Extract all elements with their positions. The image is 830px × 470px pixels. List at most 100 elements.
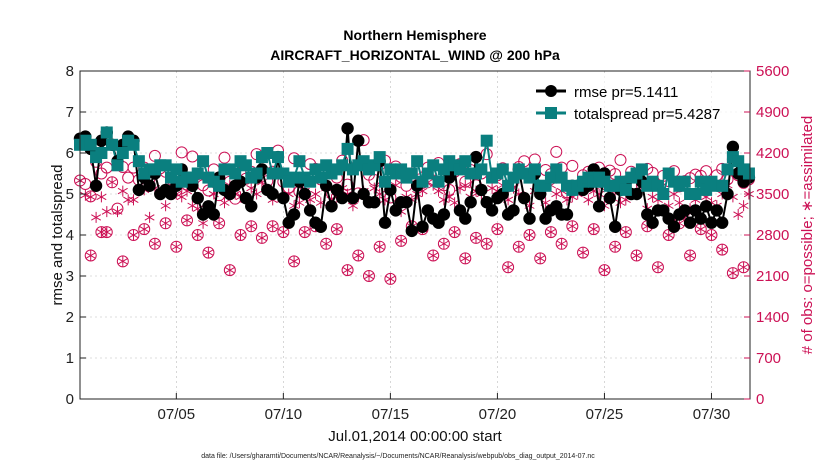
obs-assimilated-marker-stroke [256, 232, 267, 244]
obs-assimilated-marker-stroke [385, 273, 396, 285]
obs-assimilated-marker [85, 191, 96, 203]
rmse-marker [459, 212, 472, 225]
rmse-marker [646, 216, 659, 229]
obs-assimilated-marker [117, 185, 128, 197]
y-right-tick-label: 2100 [756, 268, 789, 285]
totalspread-marker [111, 159, 124, 172]
obs-assimilated-marker-stroke [663, 229, 674, 241]
rmse-marker [603, 191, 616, 205]
rmse-marker [437, 208, 451, 221]
obs-assimilated-marker [171, 241, 182, 253]
obs-assimilated-marker-stroke [85, 191, 96, 203]
y-left-tick-label: 5 [66, 186, 74, 203]
obs-assimilated-marker [428, 250, 439, 261]
obs-assimilated-marker [449, 226, 460, 238]
totalspread-marker [272, 151, 285, 164]
obs-assimilated-marker-stroke [299, 226, 310, 238]
chart-title-line1: Northern Hemisphere [343, 27, 486, 43]
obs-assimilated-marker-stroke [727, 267, 738, 279]
rmse-marker [143, 179, 156, 192]
obs-assimilated-marker-stroke [374, 241, 385, 253]
rmse-marker [464, 196, 477, 209]
obs-assimilated-marker-stroke [144, 211, 155, 223]
totalspread-marker [427, 159, 440, 172]
obs-assimilated-marker [583, 194, 594, 206]
totalspread-marker [288, 171, 301, 184]
totalspread-marker [528, 163, 541, 176]
obs-assimilated-marker [128, 229, 139, 241]
totalspread-marker [159, 159, 172, 172]
obs-assimilated-marker [663, 229, 674, 241]
rmse-marker [608, 220, 622, 233]
totalspread-marker [266, 167, 279, 180]
y-left-tick-label: 4 [66, 227, 74, 244]
obs-assimilated-marker-stroke [192, 229, 203, 241]
rmse-marker [266, 187, 279, 201]
obs-assimilated-marker-stroke [85, 250, 96, 261]
rmse-marker [694, 212, 707, 225]
rmse-marker [277, 191, 290, 205]
obs-assimilated-marker-stroke [278, 226, 289, 238]
obs-assimilated-marker-stroke [513, 241, 524, 253]
obs-assimilated-marker-stroke [112, 206, 123, 218]
obs-assimilated-marker [192, 229, 203, 241]
obs-assimilated-marker-stroke [449, 226, 460, 238]
legend-totalspread-label: totalspread pr=5.4287 [574, 106, 720, 123]
totalspread-marker [261, 147, 274, 159]
obs-assimilated-marker-stroke [101, 206, 112, 218]
obs-assimilated-marker-stroke [219, 197, 230, 209]
legend-totalspread-marker [545, 107, 557, 119]
rmse-marker [517, 191, 531, 205]
y-left-tick-label: 8 [66, 63, 74, 80]
totalspread-marker [405, 167, 418, 180]
obs-assimilated-marker-stroke [470, 232, 482, 244]
obs-assimilated-marker-stroke [524, 229, 535, 241]
x-tick-label: 07/30 [693, 406, 731, 423]
rmse-marker [475, 183, 488, 197]
obs-assimilated-marker-stroke [353, 250, 364, 261]
legend-rmse-label: rmse pr=5.1411 [574, 84, 678, 101]
obs-assimilated-marker [545, 226, 556, 238]
rmse-marker [207, 208, 220, 221]
obs-assimilated-marker-stroke [588, 223, 599, 235]
data-file-footnote: data file: /Users/gharamti/Documents/NCA… [201, 453, 595, 460]
obs-assimilated-marker [567, 220, 578, 232]
rmse-marker [507, 204, 520, 217]
obs-assimilated-marker [438, 238, 449, 250]
obs-assimilated-marker-stroke [492, 223, 503, 235]
obs-assimilated-marker [331, 223, 342, 235]
totalspread-marker [480, 134, 493, 147]
y-right-tick-label: 0 [756, 391, 764, 408]
obs-assimilated-marker-stroke [289, 255, 300, 267]
totalspread-marker [411, 155, 424, 168]
rmse-marker [405, 224, 418, 238]
x-tick-label: 07/10 [265, 406, 303, 423]
obs-assimilated-marker [176, 191, 187, 203]
obs-assimilated-marker-stroke [321, 238, 332, 250]
totalspread-marker [507, 171, 520, 184]
obs-assimilated-marker-stroke [556, 238, 567, 250]
rmse-marker [726, 140, 740, 154]
obs-assimilated-marker-stroke [460, 179, 471, 191]
obs-assimilated-marker [460, 179, 471, 191]
totalspread-marker [459, 155, 472, 168]
x-tick-label: 07/20 [479, 406, 517, 423]
totalspread-marker [95, 147, 108, 159]
obs-possible-marker [175, 146, 188, 159]
obs-assimilated-marker [107, 176, 118, 188]
obs-assimilated-marker-stroke [503, 261, 514, 273]
obs-assimilated-marker-stroke [438, 238, 449, 250]
totalspread-marker [336, 159, 349, 172]
obs-assimilated-marker [160, 200, 171, 212]
obs-assimilated-marker [96, 191, 107, 203]
obs-assimilated-marker-stroke [674, 197, 685, 209]
obs-assimilated-marker [492, 223, 503, 235]
obs-assimilated-marker-stroke [149, 238, 160, 250]
obs-assimilated-marker [267, 220, 278, 232]
x-axis-label: Jul.01,2014 00:00:00 start [328, 428, 502, 445]
rmse-marker [699, 200, 713, 213]
obs-possible-marker [614, 154, 627, 167]
x-tick-label: 07/25 [586, 406, 624, 423]
rmse-marker [592, 200, 606, 213]
